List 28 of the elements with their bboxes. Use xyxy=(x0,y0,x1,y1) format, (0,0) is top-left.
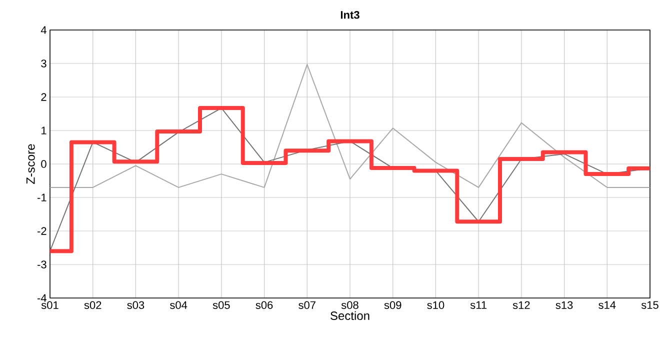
x-tick-label: s14 xyxy=(598,301,616,309)
x-tick-label: s07 xyxy=(298,301,316,309)
x-tick-label: s13 xyxy=(556,301,573,309)
y-tick-label: -1 xyxy=(38,194,46,202)
x-tick-label: s15 xyxy=(641,301,658,309)
y-tick-label: 0 xyxy=(41,160,46,168)
y-tick-label: -4 xyxy=(38,294,46,302)
x-tick-label: s02 xyxy=(84,301,102,309)
x-tick-label: s10 xyxy=(427,301,444,309)
x-tick-label: s12 xyxy=(512,301,530,309)
x-tick-label: s03 xyxy=(127,301,144,309)
y-tick-label: -3 xyxy=(38,260,46,268)
x-axis-title: Section xyxy=(330,311,370,320)
x-tick-label: s06 xyxy=(256,301,273,309)
x-tick-label: s01 xyxy=(41,301,58,309)
line-series xyxy=(50,64,650,188)
y-axis-title: Z-score xyxy=(26,144,35,184)
x-tick-label: s11 xyxy=(470,301,486,309)
y-tick-label: 4 xyxy=(40,26,46,34)
y-tick-label: -2 xyxy=(38,227,46,235)
y-tick-label: 3 xyxy=(41,60,46,68)
x-tick-label: s04 xyxy=(170,301,188,309)
x-tick-label: s08 xyxy=(341,301,358,309)
x-tick-label: s09 xyxy=(384,301,402,309)
x-tick-label: s05 xyxy=(212,301,230,309)
y-tick-label: 2 xyxy=(41,93,46,101)
y-tick-label: 1 xyxy=(42,126,46,134)
chart-title: Int3 xyxy=(340,11,360,19)
